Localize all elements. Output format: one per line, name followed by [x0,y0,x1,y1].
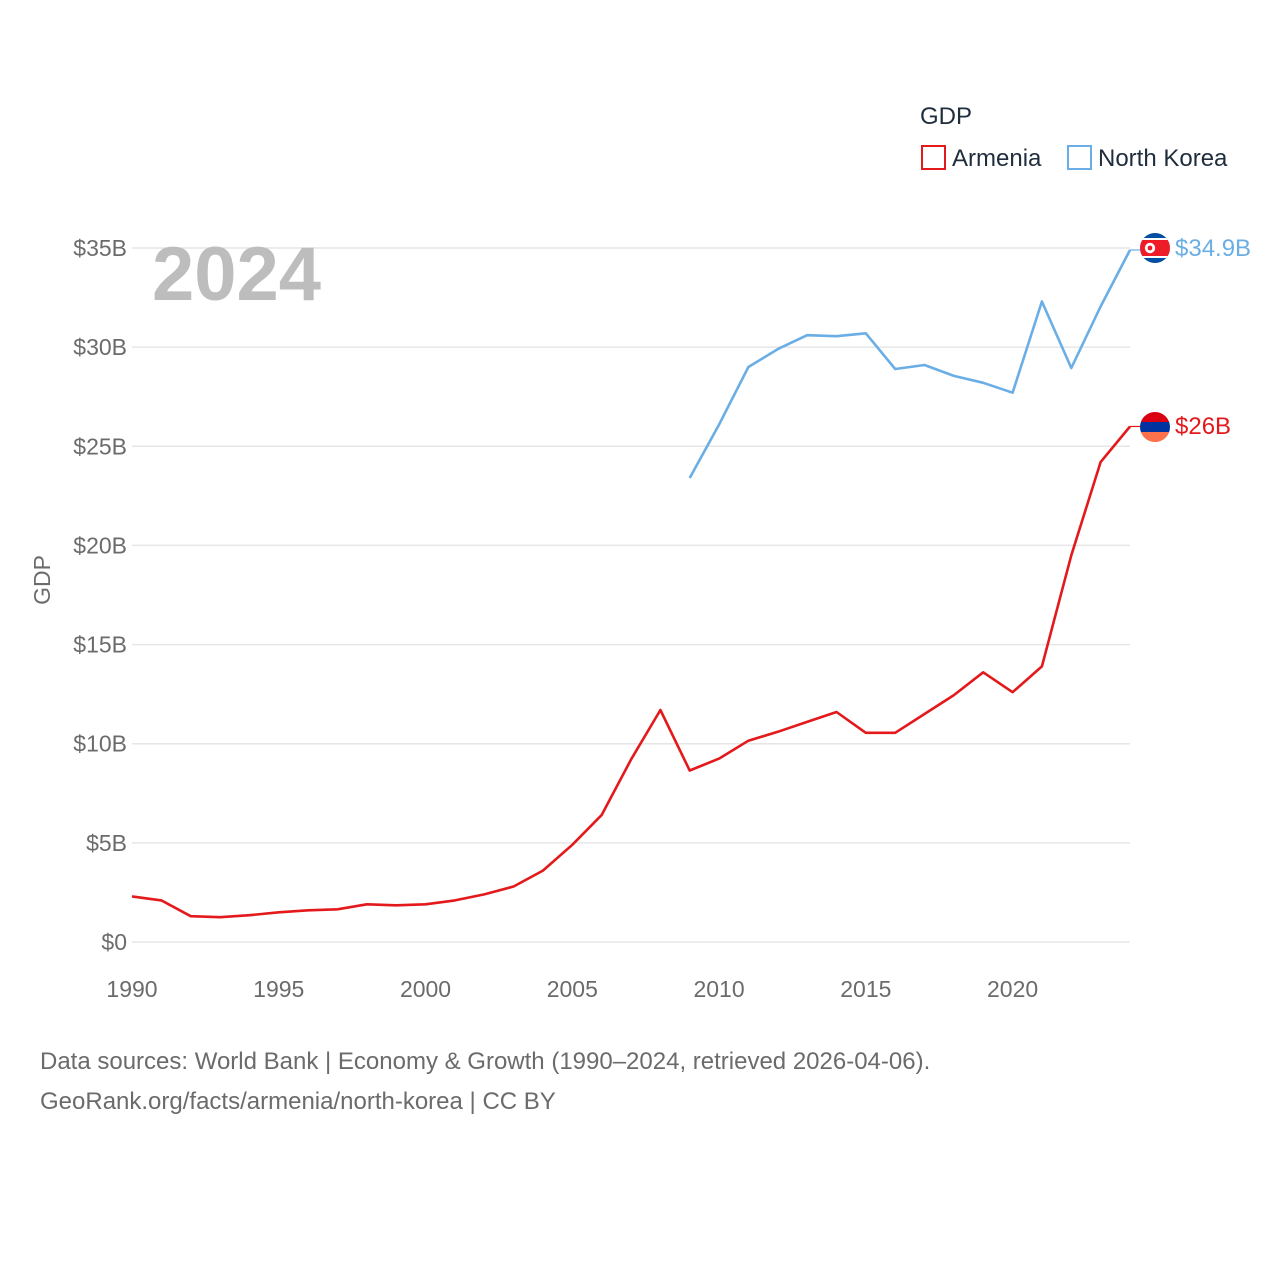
armenia-end-label: $26B [1175,413,1231,440]
x-tick-label: 1990 [106,976,157,1002]
year-label: 2024 [152,232,321,317]
series-line-armenia [131,425,1132,919]
x-tick-label: 2010 [693,976,744,1002]
north-korea-flag-icon [1140,233,1170,263]
x-tick-label: 2015 [840,976,891,1002]
series-lines [131,249,1140,919]
y-tick-label: $15B [73,632,127,658]
series-line-north-korea [688,249,1132,479]
legend-swatch-armenia [921,145,946,170]
gridlines [132,247,1130,943]
x-tick-label: 1995 [253,976,304,1002]
x-tick-label: 2000 [400,976,451,1002]
source-note: Data sources: World Bank | Economy & Gro… [40,1042,930,1122]
y-tick-label: $35B [73,235,127,261]
x-tick-label: 2020 [987,976,1038,1002]
y-tick-label: $10B [73,731,127,757]
y-tick-label: $0 [101,929,127,955]
x-tick-label: 2005 [547,976,598,1002]
legend-label-armenia: Armenia [952,145,1042,172]
x-axis-ticks: 1990 1995 2000 2005 2010 2015 2020 [106,976,1038,1002]
legend-label-north-korea: North Korea [1098,145,1228,172]
source-line-2: GeoRank.org/facts/armenia/north-korea | … [40,1088,556,1115]
north-korea-end-label: $34.9B [1175,235,1251,262]
y-tick-label: $25B [73,433,127,459]
y-axis-ticks: $0 $5B $10B $15B $20B $25B $30B $35B [73,235,127,955]
legend-swatch-north-korea [1067,145,1092,170]
legend-title: GDP [920,103,972,130]
gdp-line-chart: $0 $5B $10B $15B $20B $25B $30B $35B 1990 1995 20… [29,103,1251,1002]
y-tick-label: $30B [73,334,127,360]
y-tick-label: $5B [86,830,127,856]
y-axis-label: GDP [29,555,55,605]
armenia-flag-icon [1140,412,1170,442]
y-tick-label: $20B [73,532,127,558]
source-line-1: Data sources: World Bank | Economy & Gro… [40,1048,931,1075]
legend: GDP Armenia North Korea [920,103,1228,172]
